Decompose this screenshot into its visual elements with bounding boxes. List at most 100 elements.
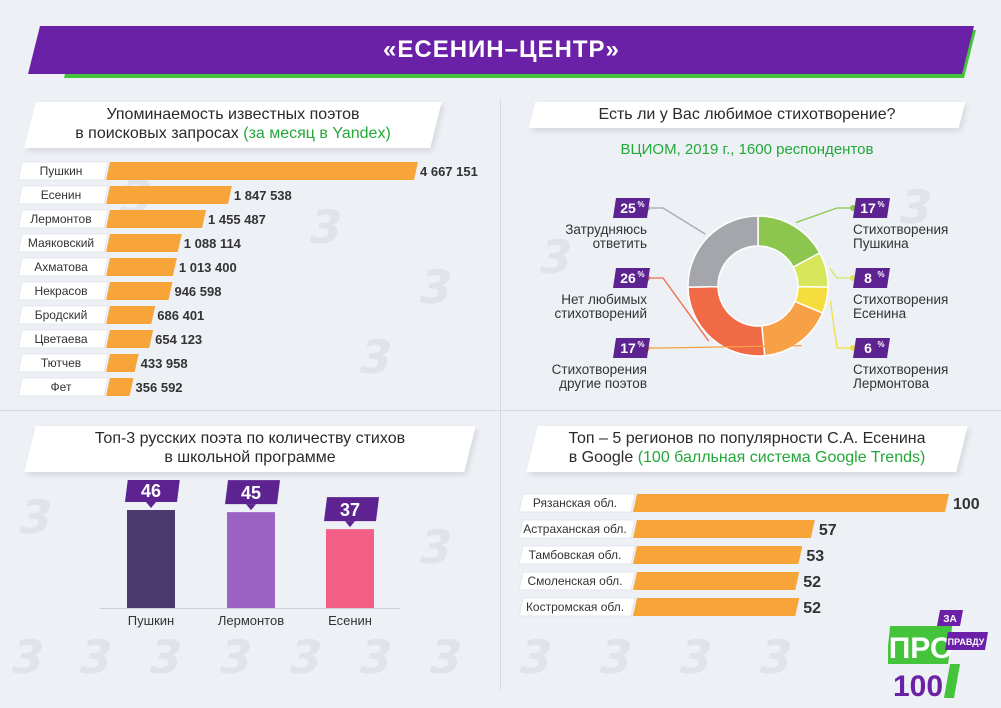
poll-percent-badge [853, 198, 890, 218]
yandex-bar [106, 210, 207, 228]
regions-value-label: 53 [806, 548, 824, 565]
poll-percent-unit: % [637, 200, 644, 209]
poll-slice-name: Стихотворения [853, 292, 948, 307]
yandex-category-box [17, 353, 109, 373]
poll-percent-unit: % [877, 340, 884, 349]
poll-slice [687, 285, 766, 357]
poll-percent-unit: % [637, 340, 644, 349]
yandex-category-box [17, 185, 109, 205]
logo-number: 100 [893, 670, 943, 703]
poll-slice-name: ответить [593, 236, 647, 251]
bg-pattern-mark: 3 [594, 630, 638, 684]
yandex-bar [106, 234, 182, 252]
yandex-category-label: Есенин [41, 188, 82, 202]
regions-bar [633, 494, 949, 512]
yandex-panel-title: Упоминаемость известных поэтов в поисков… [24, 102, 442, 148]
poll-percent-badge [613, 268, 650, 288]
yandex-value-label: 356 592 [136, 380, 183, 395]
regions-title-line1: Топ – 5 регионов по популярности С.А. Ес… [568, 430, 926, 447]
bg-pattern-mark: 3 [754, 630, 798, 684]
yandex-category-box [17, 329, 109, 349]
regions-bar-chart: Рязанская обл. 100 Астраханская обл. 57 Тамб… [518, 493, 980, 617]
school-category-label: Есенин [328, 613, 372, 628]
school-category-label: Лермонтов [218, 613, 284, 628]
yandex-category-box [17, 281, 109, 301]
yandex-value-label: 4 667 151 [420, 164, 478, 179]
yandex-value-label: 1 455 487 [208, 212, 266, 227]
poll-percent-unit: % [877, 270, 884, 279]
poll-slice-name: Нет любимых [561, 292, 647, 307]
poll-percent-value: 25 [620, 200, 636, 216]
yandex-category-label: Цветаева [34, 332, 87, 346]
logo-za: ЗА [943, 614, 957, 625]
poll-percent-value: 6 [864, 340, 872, 356]
poll-percent-badge [853, 268, 890, 288]
school-value-label: 45 [241, 483, 261, 503]
regions-value-label: 57 [819, 522, 837, 539]
poll-slice-name: Стихотворения [853, 222, 948, 237]
school-panel-title: Топ-3 русских поэта по количеству стихов… [24, 426, 476, 472]
page-title: «ЕСЕНИН–ЦЕНТР» [382, 36, 620, 63]
school-value-label: 37 [340, 500, 360, 520]
school-value-badge [324, 497, 379, 522]
poll-percent-badge [853, 338, 890, 358]
regions-category-label: Рязанская обл. [533, 496, 617, 510]
yandex-category-box [17, 377, 109, 397]
yandex-title-highlight: (за месяц в Yandex) [243, 125, 391, 142]
regions-category-label: Смоленская обл. [528, 574, 623, 588]
school-value-badge [225, 480, 280, 505]
regions-bar [633, 598, 800, 616]
regions-title-line2: в Google [568, 449, 634, 466]
poll-slice-name: Лермонтова [853, 376, 930, 391]
yandex-category-label: Лермонтов [30, 212, 91, 226]
yandex-value-label: 946 598 [174, 284, 221, 299]
school-badge-pointer [246, 504, 256, 511]
school-bar [326, 529, 374, 608]
poll-percent-value: 26 [620, 270, 636, 286]
yandex-bar [106, 162, 418, 180]
yandex-value-label: 654 123 [155, 332, 202, 347]
poll-leader-line [647, 277, 710, 342]
regions-title-highlight: (100 балльная система Google Trends) [637, 449, 926, 466]
poll-subtitle: ВЦИОМ, 2019 г., 1600 респондентов [620, 141, 874, 158]
yandex-bar [106, 258, 177, 276]
regions-panel-title: Топ – 5 регионов по популярности С.А. Ес… [526, 426, 968, 472]
poll-leader-line [829, 268, 853, 279]
school-badge-pointer [345, 521, 355, 528]
yandex-category-box [17, 233, 109, 253]
yandex-bar-chart: Пушкин 4 667 151 Есенин 1 847 538 Лермонтов 1… [17, 161, 478, 397]
yandex-bar [106, 354, 139, 372]
poll-title: Есть ли у Вас любимое стихотворение? [598, 106, 896, 123]
poll-percent-value: 17 [620, 340, 636, 356]
yandex-bar [106, 306, 156, 324]
yandex-category-label: Маяковский [28, 236, 94, 250]
regions-category-label: Тамбовская обл. [529, 548, 622, 562]
regions-value-label: 52 [803, 600, 821, 617]
poll-leader-line [829, 301, 853, 349]
regions-category-box [518, 597, 636, 617]
header-banner: «ЕСЕНИН–ЦЕНТР» [28, 26, 974, 74]
yandex-value-label: 686 401 [157, 308, 204, 323]
poll-slice [760, 300, 824, 357]
poll-panel-title: Есть ли у Вас любимое стихотворение? [528, 102, 966, 128]
school-bar [227, 512, 275, 608]
poll-slice-name: другие поэтов [559, 376, 647, 391]
yandex-category-label: Бродский [35, 308, 88, 322]
poll-leader-line [795, 207, 853, 224]
yandex-title-line1: Упоминаемость известных поэтов [106, 106, 360, 123]
yandex-value-label: 1 088 114 [184, 236, 242, 251]
yandex-category-box [17, 161, 109, 181]
regions-bar [633, 572, 800, 590]
yandex-category-label: Ахматова [34, 260, 88, 274]
poll-slice-name: Стихотворения [853, 362, 948, 377]
school-value-badge [125, 480, 180, 502]
yandex-bar [106, 282, 173, 300]
logo-pravdu: ПРАВДУ [948, 637, 985, 647]
regions-value-label: 52 [803, 574, 821, 591]
yandex-title-line2: в поисковых запросах [75, 125, 239, 142]
yandex-bar [106, 330, 154, 348]
yandex-bar [106, 186, 232, 204]
yandex-category-box [17, 257, 109, 277]
yandex-category-label: Фет [51, 380, 72, 394]
